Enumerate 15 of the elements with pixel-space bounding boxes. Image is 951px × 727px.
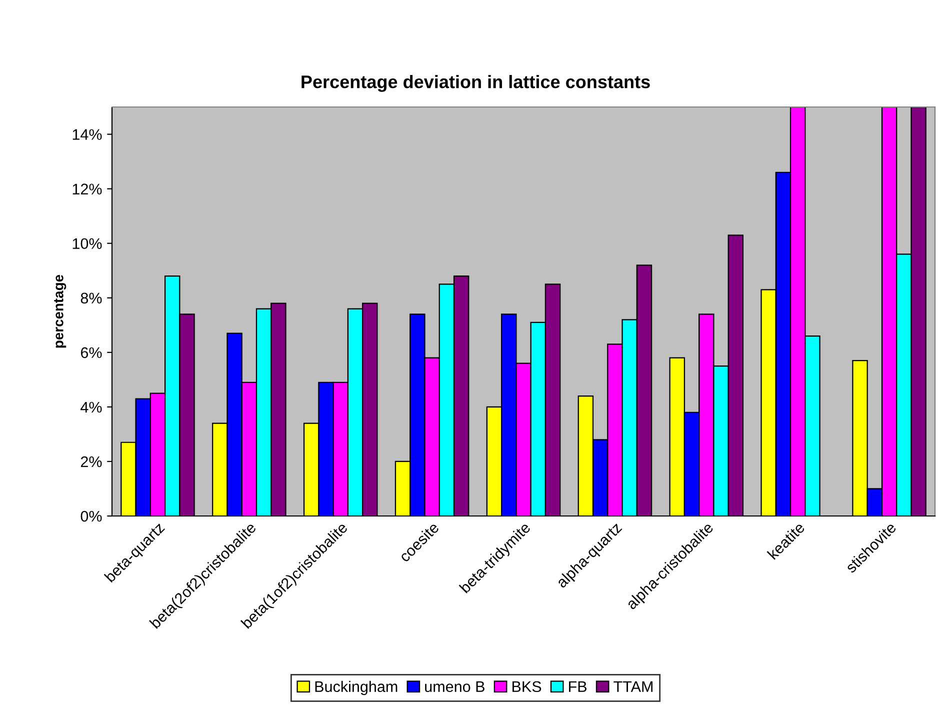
- legend-label: Buckingham: [315, 680, 398, 696]
- legend-label: FB: [569, 681, 586, 692]
- y-tick-label: 4%: [80, 402, 102, 413]
- y-tick-label: 8%: [80, 292, 102, 304]
- legend-label: BKS: [512, 681, 542, 692]
- legend-label: umeno B: [425, 681, 484, 692]
- y-tick-label: 14%: [72, 129, 102, 140]
- y-tick-label: 12%: [72, 184, 102, 194]
- y-tick-label: 10%: [72, 238, 102, 250]
- y-tick-label: 0%: [80, 510, 102, 522]
- y-tick-label: 6%: [80, 347, 102, 358]
- legend-label: TTAM: [614, 681, 652, 692]
- y-axis-title: percentage: [54, 274, 66, 348]
- chart-title: Percentage deviation in lattice constants: [302, 75, 650, 92]
- y-tick-label: 2%: [80, 456, 102, 468]
